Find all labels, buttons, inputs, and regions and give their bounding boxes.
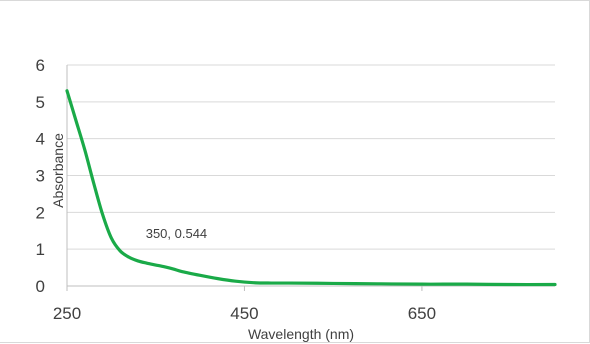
y-tick-label: 1 — [36, 240, 45, 259]
y-tick-label: 4 — [36, 130, 45, 149]
gridlines — [67, 64, 555, 250]
x-tick-label: 250 — [53, 304, 81, 323]
y-tick-label: 0 — [36, 277, 45, 296]
x-tick-label: 650 — [408, 304, 436, 323]
y-tick-label: 2 — [36, 203, 45, 222]
annotations: 350, 0.544 — [146, 226, 207, 241]
y-tick-label: 6 — [36, 56, 45, 75]
absorbance-series-line — [65, 89, 557, 287]
data-label: 350, 0.544 — [146, 226, 207, 241]
y-axis-title: Absorbance — [50, 133, 66, 208]
x-tick-label: 450 — [230, 304, 258, 323]
series-layer — [65, 89, 557, 287]
axes — [66, 65, 555, 291]
y-tick-label: 3 — [36, 167, 45, 186]
x-axis-title: Wavelength (nm) — [248, 326, 354, 342]
y-tick-label: 5 — [36, 93, 45, 112]
tick-labels: 0 1 2 3 4 5 6 250 450 650 — [36, 56, 437, 323]
